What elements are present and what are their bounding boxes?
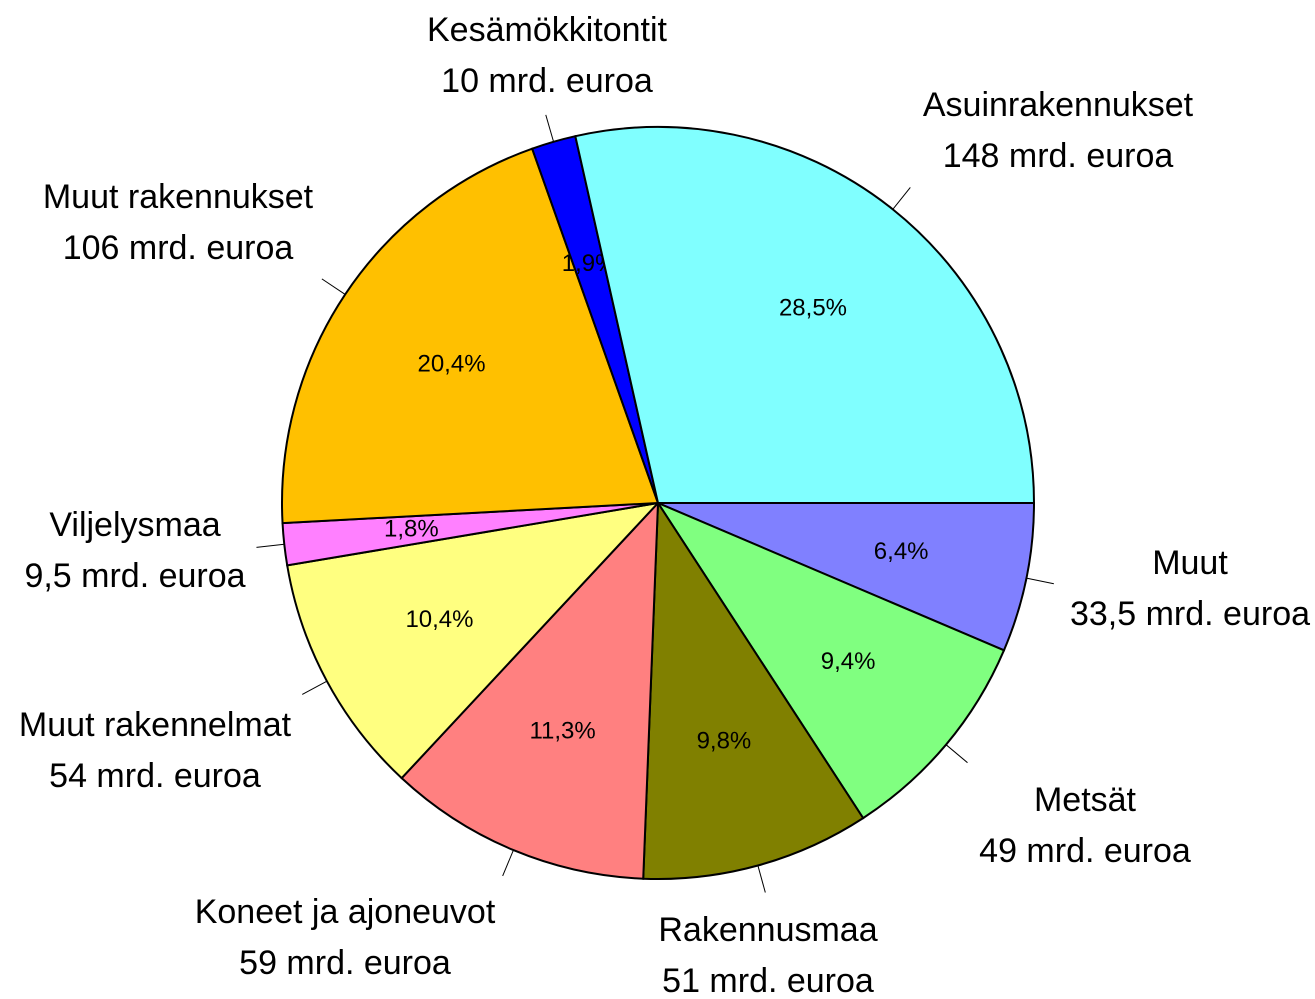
leader-line: [502, 849, 514, 877]
leader-line: [256, 543, 285, 548]
percent-label: 11,3%: [529, 717, 595, 744]
leader-line: [302, 680, 328, 695]
category-label: Metsät: [1034, 781, 1137, 819]
category-label: Muut: [1152, 544, 1228, 582]
amount-label: 10 mrd. euroa: [441, 62, 653, 100]
amount-label: 59 mrd. euroa: [239, 944, 451, 982]
category-label: Rakennusmaa: [658, 911, 877, 949]
percent-label: 20,4%: [417, 351, 485, 378]
percent-label: 10,4%: [405, 606, 473, 633]
leader-line: [545, 114, 555, 142]
amount-label: 49 mrd. euroa: [979, 832, 1191, 870]
amount-label: 51 mrd. euroa: [662, 962, 874, 999]
percent-label: 28,5%: [779, 295, 847, 322]
category-label: Asuinrakennukset: [923, 86, 1194, 124]
leader-line: [945, 744, 968, 764]
pie-slice: [400, 500, 660, 880]
percent-label: 9,8%: [697, 728, 752, 755]
percent-label: 6,4%: [874, 538, 929, 565]
leader-line: [892, 187, 911, 210]
pie-slice: [642, 499, 865, 880]
category-label: Koneet ja ajoneuvot: [195, 893, 496, 931]
percent-label: 1,8%: [384, 516, 439, 543]
leader-line: [757, 865, 766, 893]
percent-label: 9,4%: [821, 648, 876, 675]
amount-label: 54 mrd. euroa: [49, 757, 261, 795]
amount-label: 9,5 mrd. euroa: [24, 557, 245, 595]
category-label: Muut rakennelmat: [19, 706, 292, 744]
amount-label: 106 mrd. euroa: [63, 229, 294, 267]
leader-line: [1026, 577, 1054, 585]
leader-line: [321, 278, 346, 295]
amount-label: 148 mrd. euroa: [943, 137, 1174, 175]
category-label: Muut rakennukset: [43, 178, 314, 216]
amount-label: 33,5 mrd. euroa: [1070, 595, 1310, 633]
category-label: Kesämökkitontit: [427, 11, 668, 49]
category-label: Viljelysmaa: [49, 506, 220, 544]
